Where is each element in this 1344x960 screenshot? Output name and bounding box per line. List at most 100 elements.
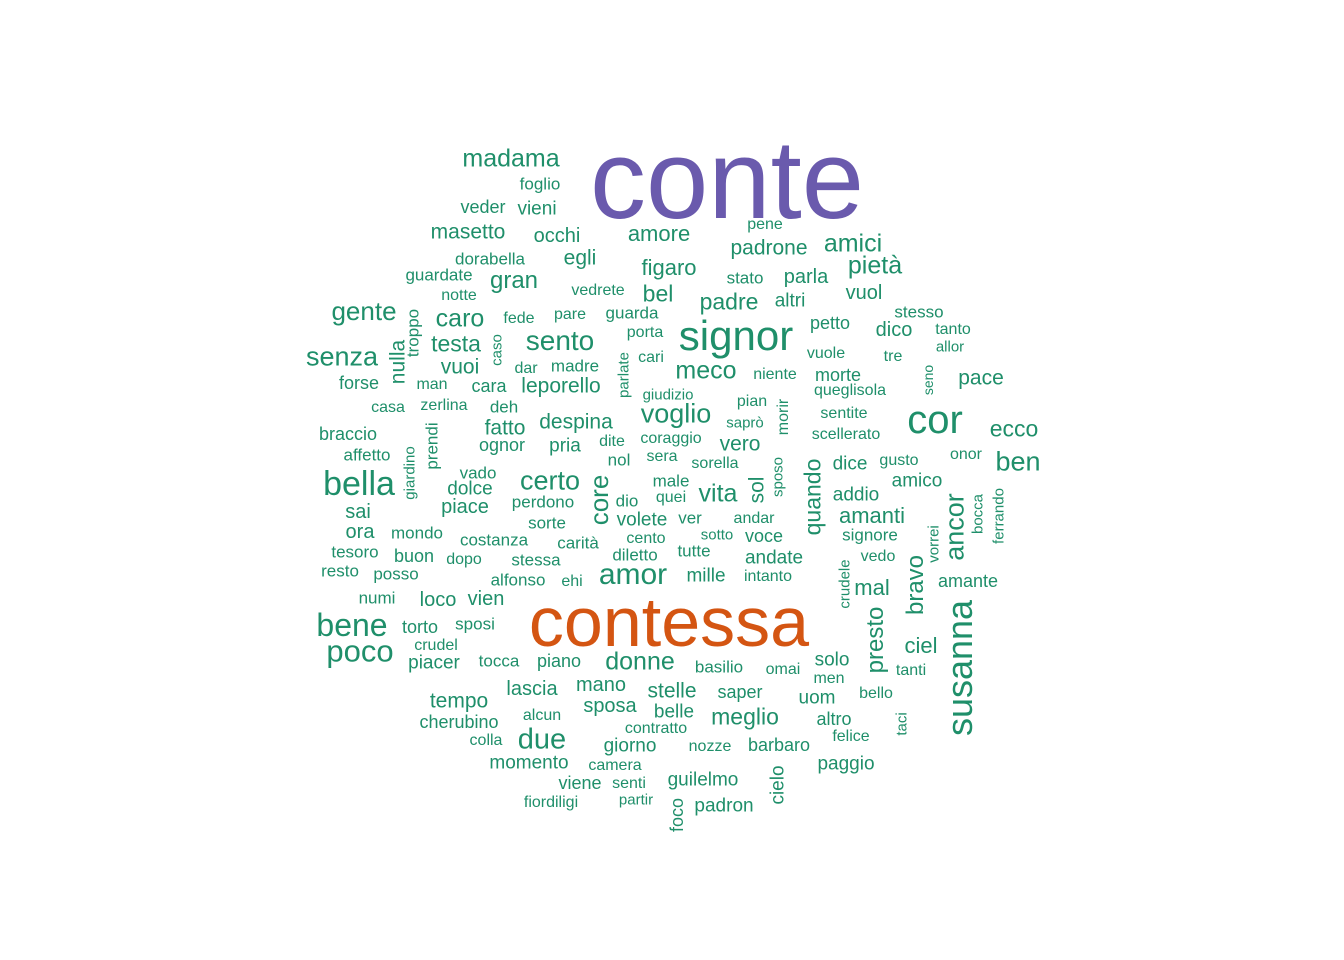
word-cherubino: cherubino xyxy=(419,712,499,732)
word-foco: foco xyxy=(667,797,687,833)
word-core: core xyxy=(584,474,614,526)
word-forse: forse xyxy=(338,373,380,393)
word-ciel: ciel xyxy=(904,633,938,658)
word-ehi: ehi xyxy=(561,573,583,590)
word-egli: egli xyxy=(563,246,597,270)
word-bene: bene xyxy=(316,607,388,643)
word-zerlina: zerlina xyxy=(420,397,468,414)
word-pria: pria xyxy=(549,435,581,457)
word-notte: notte xyxy=(441,287,477,304)
word-cari: cari xyxy=(638,349,664,366)
word-vuoi: vuoi xyxy=(440,355,480,379)
word-piano: piano xyxy=(536,651,582,671)
word-parla: parla xyxy=(783,266,829,288)
word-mano: mano xyxy=(575,674,627,696)
word-cento: cento xyxy=(626,530,666,547)
word-paggio: paggio xyxy=(817,753,875,775)
word-carità: carità xyxy=(557,533,599,553)
word-presto: presto xyxy=(862,606,889,674)
word-sotto: sotto xyxy=(700,526,734,544)
word-porta: porta xyxy=(626,324,664,341)
word-stato: stato xyxy=(726,268,764,288)
word-saprò: saprò xyxy=(726,414,764,432)
word-diletto: diletto xyxy=(612,545,658,565)
word-ora: ora xyxy=(345,521,375,543)
word-guarda: guarda xyxy=(605,303,659,323)
word-deh: deh xyxy=(489,397,519,417)
word-conte: conte xyxy=(590,117,864,242)
word-tesoro: tesoro xyxy=(331,542,379,562)
word-dopo: dopo xyxy=(446,551,482,568)
word-male: male xyxy=(652,471,690,491)
word-colla: colla xyxy=(469,732,503,749)
word-vuole: vuole xyxy=(806,345,846,362)
word-tempo: tempo xyxy=(429,689,489,713)
word-tanto: tanto xyxy=(935,321,971,338)
word-foglio: foglio xyxy=(519,174,561,194)
word-onor: onor xyxy=(949,446,983,463)
word-seno: seno xyxy=(920,364,936,396)
word-pian: pian xyxy=(736,393,768,410)
word-tutte: tutte xyxy=(677,541,711,561)
word-stelle: stelle xyxy=(647,679,697,703)
word-dio: dio xyxy=(615,491,639,511)
word-scellerato: scellerato xyxy=(811,426,881,443)
word-tre: tre xyxy=(883,348,903,365)
word-caso: caso xyxy=(488,334,506,366)
word-giudizio: giudizio xyxy=(642,386,694,404)
word-buon: buon xyxy=(393,546,435,566)
word-padre: padre xyxy=(699,288,759,315)
word-tanti: tanti xyxy=(895,662,927,679)
word-men: men xyxy=(813,670,845,687)
word-padrone: padrone xyxy=(730,236,808,260)
word-piacer: piacer xyxy=(408,652,460,674)
word-bella: bella xyxy=(323,465,395,503)
word-ver: ver xyxy=(678,508,702,528)
word-amico: amico xyxy=(891,470,943,492)
word-posso: posso xyxy=(373,564,419,584)
word-ben: ben xyxy=(995,446,1041,477)
word-partir: partir xyxy=(618,791,654,809)
word-stesso: stesso xyxy=(894,302,944,322)
word-pace: pace xyxy=(958,366,1004,390)
word-vorrei: vorrei xyxy=(925,525,943,563)
word-padron: padron xyxy=(694,795,754,817)
word-piace: piace xyxy=(441,496,489,518)
word-donne: donne xyxy=(605,647,675,676)
word-occhi: occhi xyxy=(533,225,581,247)
word-ognor: ognor xyxy=(478,435,526,455)
word-barbaro: barbaro xyxy=(747,735,811,755)
word-testa: testa xyxy=(431,330,481,357)
word-giorno: giorno xyxy=(603,735,657,757)
word-dorabella: dorabella xyxy=(455,249,525,269)
word-madama: madama xyxy=(462,144,560,173)
word-vita: vita xyxy=(698,479,738,508)
word-loco: loco xyxy=(419,589,457,611)
word-due: due xyxy=(517,723,567,756)
word-senti: senti xyxy=(612,775,646,792)
word-amor: amor xyxy=(598,558,668,591)
word-coraggio: coraggio xyxy=(640,430,702,447)
word-susanna: susanna xyxy=(939,599,980,737)
word-pene: pene xyxy=(747,216,783,233)
word-masetto: masetto xyxy=(430,220,506,244)
word-sposo: sposo xyxy=(769,456,787,498)
word-lascia: lascia xyxy=(506,678,558,700)
word-omai: omai xyxy=(765,661,801,678)
word-gente: gente xyxy=(331,296,397,326)
word-bocca: bocca xyxy=(969,493,987,535)
word-felice: felice xyxy=(832,728,870,745)
word-dolce: dolce xyxy=(447,478,493,500)
word-troppo: troppo xyxy=(403,308,423,358)
word-stessa: stessa xyxy=(511,550,561,570)
word-belle: belle xyxy=(653,701,695,723)
word-giardino: giardino xyxy=(401,446,419,500)
word-dar: dar xyxy=(514,360,538,377)
word-fatto: fatto xyxy=(484,416,526,440)
word-andar: andar xyxy=(733,510,775,527)
word-sento: sento xyxy=(525,325,595,356)
word-bel: bel xyxy=(642,280,674,307)
word-sorella: sorella xyxy=(691,455,739,472)
word-pare: pare xyxy=(553,306,587,323)
